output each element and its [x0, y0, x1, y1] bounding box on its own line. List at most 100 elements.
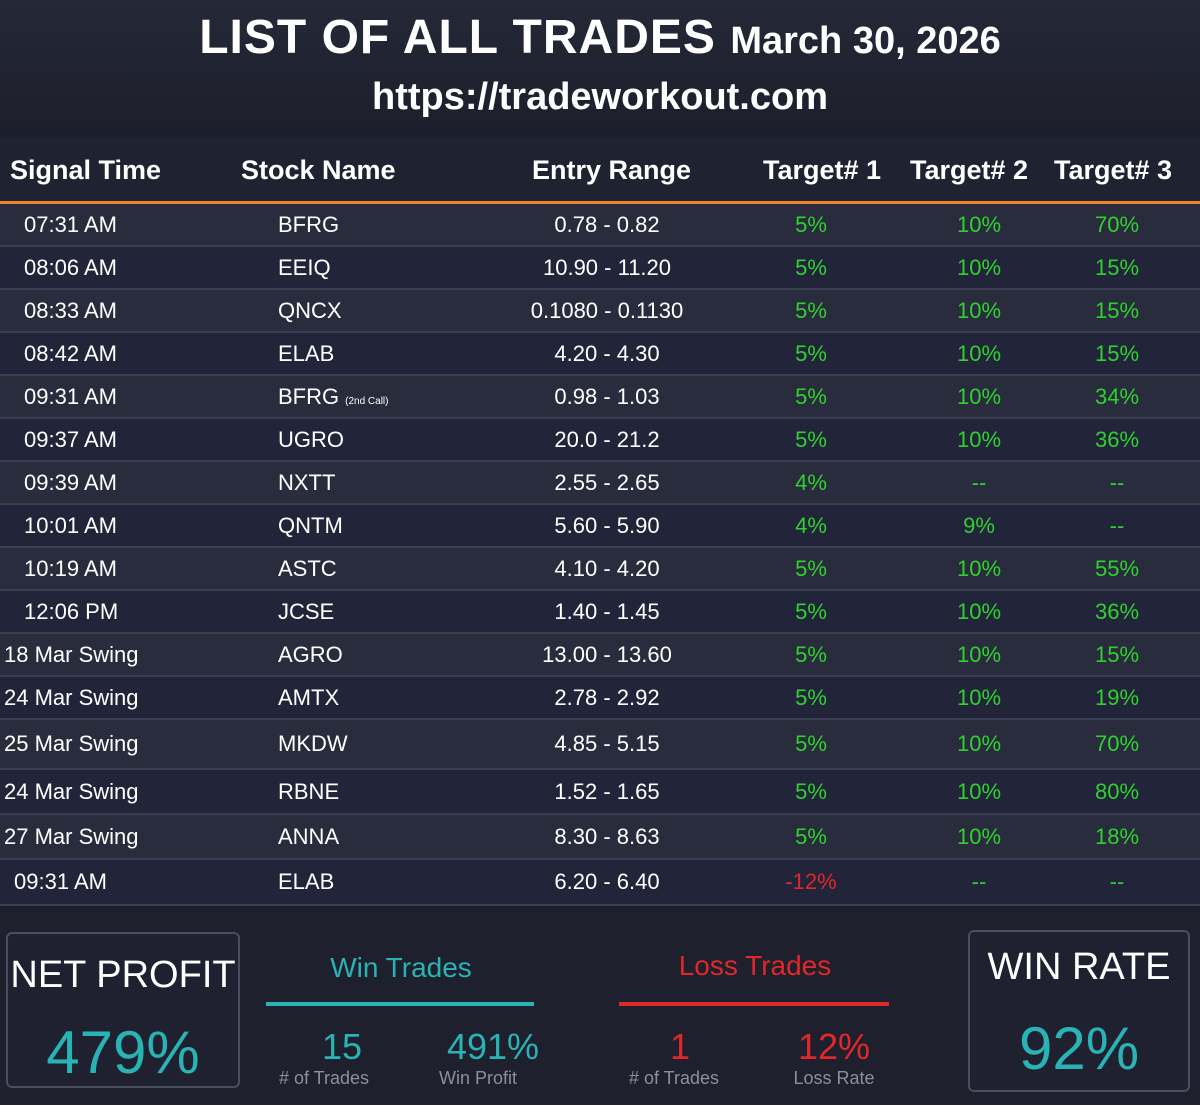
target-3-cell: 55% — [1094, 555, 1140, 581]
target-3-cell: -- — [1109, 512, 1125, 538]
win-count-label: # of Trades — [278, 1068, 370, 1088]
table-row: 24 Mar Swing RBNE 1.52 - 1.65 5% 10% 80% — [0, 770, 1200, 815]
target-1-cell: 5% — [795, 641, 827, 667]
target-1-cell: 4% — [795, 469, 827, 495]
stock-name-cell: ASTC — [278, 556, 337, 582]
signal-time-cell: 09:39 AM — [24, 469, 117, 495]
site-url[interactable]: https://tradeworkout.com — [371, 76, 829, 118]
target-2-cell: 10% — [956, 211, 1002, 237]
entry-range-cell: 1.52 - 1.65 — [554, 778, 660, 804]
win-rate-box: WIN RATE 92% — [968, 930, 1190, 1092]
stock-symbol: ANNA — [278, 823, 340, 849]
loss-rate-value: 12% — [797, 1026, 871, 1067]
stock-symbol: NXTT — [278, 469, 336, 495]
page-title: LIST OF ALL TRADES — [199, 11, 716, 64]
stock-symbol: UGRO — [278, 426, 344, 452]
target-1-cell: 5% — [795, 254, 827, 280]
target-1-cell: 5% — [795, 297, 827, 323]
target-2-cell: 10% — [956, 340, 1002, 366]
stock-name-cell: QNTM — [278, 513, 343, 539]
table-row: 08:06 AM EEIQ 10.90 - 11.20 5% 10% 15% — [0, 247, 1200, 290]
target-1-cell: 4% — [795, 512, 827, 538]
target-2-cell: -- — [971, 469, 987, 495]
target-3-cell: 36% — [1094, 426, 1140, 452]
target-2-cell: 10% — [956, 598, 1002, 624]
target-2-cell: -- — [971, 869, 987, 894]
table-row: 10:01 AM QNTM 5.60 - 5.90 4% 9% -- — [0, 505, 1200, 548]
net-profit-box: NET PROFIT 479% — [6, 932, 240, 1088]
stock-name-cell: MKDW — [278, 731, 348, 757]
target-3-cell: 15% — [1094, 297, 1140, 323]
target-2-cell: 9% — [963, 512, 995, 538]
signal-time-cell: 08:06 AM — [24, 254, 117, 280]
entry-range-cell: 0.1080 - 0.1130 — [530, 297, 684, 323]
target-1-cell: 5% — [795, 778, 827, 804]
stock-name-cell: UGRO — [278, 427, 344, 453]
stock-symbol: QNTM — [278, 512, 343, 538]
page-date: March 30, 2026 — [730, 20, 1001, 62]
target-1-cell: 5% — [795, 383, 827, 409]
stock-name-cell: ELAB — [278, 869, 334, 895]
table-row: 07:31 AM BFRG 0.78 - 0.82 5% 10% 70% — [0, 204, 1200, 247]
stock-symbol: ASTC — [278, 555, 337, 581]
table-row: 12:06 PM JCSE 1.40 - 1.45 5% 10% 36% — [0, 591, 1200, 634]
stock-name-cell: AGRO — [278, 642, 343, 668]
stock-symbol: EEIQ — [278, 254, 331, 280]
stock-symbol: MKDW — [278, 731, 348, 756]
signal-time-cell: 24 Mar Swing — [4, 778, 139, 804]
entry-range-cell: 6.20 - 6.40 — [554, 869, 660, 894]
stock-name-cell: AMTX — [278, 685, 339, 711]
target-1-cell: 5% — [795, 823, 827, 849]
column-header-entry-range: Entry Range — [532, 155, 692, 185]
signal-time-cell: 25 Mar Swing — [4, 731, 139, 756]
target-2-cell: 10% — [956, 555, 1002, 581]
entry-range-cell: 4.85 - 5.15 — [554, 731, 660, 756]
win-trades-underline — [266, 1002, 534, 1006]
target-3-cell: 36% — [1094, 598, 1140, 624]
stock-symbol: QNCX — [278, 297, 342, 323]
entry-range-cell: 4.20 - 4.30 — [554, 340, 660, 366]
win-trades-title: Win Trades — [330, 952, 472, 983]
stock-symbol: RBNE — [278, 778, 340, 804]
target-2-cell: 10% — [956, 254, 1002, 280]
signal-time-cell: 18 Mar Swing — [4, 641, 139, 667]
loss-count-value: 1 — [669, 1026, 691, 1067]
stock-symbol: ELAB — [278, 340, 335, 366]
target-3-cell: 70% — [1094, 211, 1140, 237]
signal-time-cell: 10:19 AM — [24, 555, 117, 581]
summary-panel: NET PROFIT 479% Win Trades 15 # of Trade… — [0, 912, 1200, 1105]
entry-range-cell: 5.60 - 5.90 — [554, 512, 660, 538]
target-2-cell: 10% — [956, 684, 1002, 710]
target-1-cell: 5% — [795, 340, 827, 366]
column-header-target-2: Target# 2 — [910, 155, 1029, 185]
table-row: 09:39 AM NXTT 2.55 - 2.65 4% -- -- — [0, 462, 1200, 505]
target-3-cell: 70% — [1094, 731, 1140, 756]
signal-time-cell: 08:33 AM — [24, 297, 117, 323]
loss-trades-title: Loss Trades — [678, 950, 832, 981]
table-row: 09:31 AM ELAB 6.20 - 6.40 -12% -- -- — [0, 860, 1200, 906]
stock-name-cell: JCSE — [278, 599, 334, 625]
signal-time-cell: 09:31 AM — [14, 869, 107, 894]
target-2-cell: 10% — [956, 823, 1002, 849]
column-header-target-3: Target# 3 — [1054, 155, 1173, 185]
target-1-cell: 5% — [795, 211, 827, 237]
target-1-cell: -12% — [785, 869, 837, 894]
signal-time-cell: 09:37 AM — [24, 426, 117, 452]
target-1-cell: 5% — [795, 684, 827, 710]
target-3-cell: -- — [1109, 869, 1125, 894]
entry-range-cell: 10.90 - 11.20 — [542, 254, 672, 280]
table-row: 08:42 AM ELAB 4.20 - 4.30 5% 10% 15% — [0, 333, 1200, 376]
target-2-cell: 10% — [956, 297, 1002, 323]
target-3-cell: -- — [1109, 469, 1125, 495]
signal-time-cell: 07:31 AM — [24, 211, 117, 237]
target-1-cell: 5% — [795, 731, 827, 756]
stock-name-cell: QNCX — [278, 298, 342, 324]
table-row: 10:19 AM ASTC 4.10 - 4.20 5% 10% 55% — [0, 548, 1200, 591]
signal-time-cell: 24 Mar Swing — [4, 684, 139, 710]
stock-name-cell: NXTT — [278, 470, 335, 496]
stock-symbol: ELAB — [278, 869, 335, 894]
signal-time-cell: 27 Mar Swing — [4, 823, 139, 849]
entry-range-cell: 4.10 - 4.20 — [554, 555, 660, 581]
entry-range-cell: 20.0 - 21.2 — [554, 426, 660, 452]
entry-range-cell: 0.98 - 1.03 — [554, 383, 660, 409]
